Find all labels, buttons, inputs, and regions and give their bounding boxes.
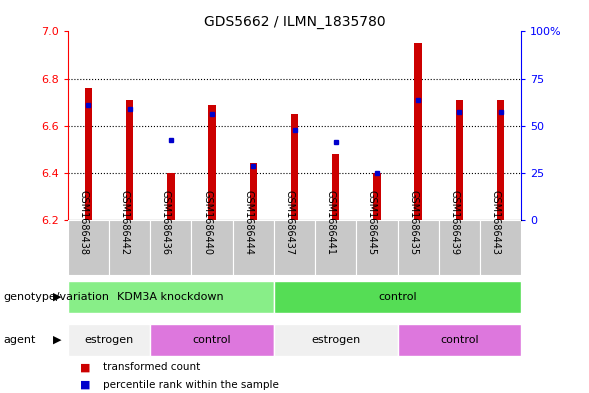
Text: agent: agent — [3, 335, 35, 345]
Bar — [68, 324, 150, 356]
Text: KDM3A knockdown: KDM3A knockdown — [117, 292, 224, 302]
Text: GSM1686445: GSM1686445 — [367, 190, 377, 255]
Bar — [150, 324, 274, 356]
Bar — [480, 220, 521, 275]
Bar — [315, 220, 356, 275]
Text: GSM1686435: GSM1686435 — [408, 190, 418, 255]
Bar — [250, 163, 257, 220]
Text: transformed count: transformed count — [103, 362, 200, 373]
Text: GSM1686442: GSM1686442 — [120, 190, 130, 255]
Bar — [209, 105, 216, 220]
Text: GSM1686444: GSM1686444 — [243, 190, 253, 255]
Text: estrogen: estrogen — [311, 335, 360, 345]
Bar — [373, 173, 380, 220]
Bar — [415, 43, 422, 220]
Bar — [274, 324, 398, 356]
Text: GSM1686440: GSM1686440 — [202, 190, 212, 255]
Bar — [233, 220, 274, 275]
Bar — [274, 220, 315, 275]
Bar — [150, 220, 191, 275]
Bar — [398, 324, 521, 356]
Text: GSM1686443: GSM1686443 — [491, 190, 501, 255]
Bar — [191, 220, 233, 275]
Bar — [109, 220, 150, 275]
Text: GSM1686439: GSM1686439 — [449, 190, 459, 255]
Bar — [497, 100, 504, 220]
Text: genotype/variation: genotype/variation — [3, 292, 109, 302]
Bar — [398, 220, 439, 275]
Bar — [291, 114, 298, 220]
Text: percentile rank within the sample: percentile rank within the sample — [103, 380, 279, 390]
Text: ▶: ▶ — [54, 292, 62, 302]
Bar — [274, 281, 521, 313]
Text: ■: ■ — [80, 380, 90, 390]
Text: control: control — [193, 335, 231, 345]
Bar — [126, 100, 133, 220]
Text: GSM1686438: GSM1686438 — [78, 190, 88, 255]
Bar — [68, 220, 109, 275]
Bar — [85, 88, 92, 220]
Bar — [68, 281, 274, 313]
Bar — [167, 173, 174, 220]
Text: ▶: ▶ — [54, 335, 62, 345]
Bar — [356, 220, 398, 275]
Text: control: control — [440, 335, 479, 345]
Title: GDS5662 / ILMN_1835780: GDS5662 / ILMN_1835780 — [204, 15, 385, 29]
Text: control: control — [378, 292, 417, 302]
Text: estrogen: estrogen — [84, 335, 134, 345]
Text: ■: ■ — [80, 362, 90, 373]
Bar — [332, 154, 339, 220]
Text: GSM1686437: GSM1686437 — [284, 190, 294, 255]
Bar — [456, 100, 463, 220]
Bar — [439, 220, 480, 275]
Text: GSM1686441: GSM1686441 — [326, 190, 336, 255]
Text: GSM1686436: GSM1686436 — [161, 190, 171, 255]
